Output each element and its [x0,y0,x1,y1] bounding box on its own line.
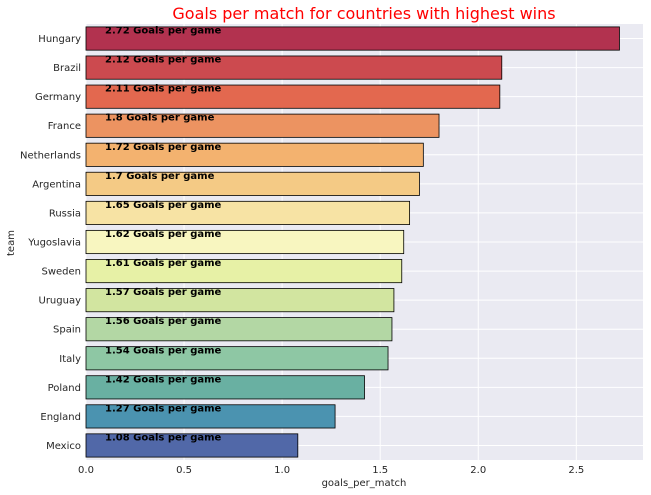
bar-data-label: 2.11 Goals per game [105,84,222,95]
y-tick-label: Germany [35,92,81,103]
bar-argentina [85,171,420,196]
bar-data-label: 1.8 Goals per game [105,113,215,124]
bar-uruguay [85,288,395,313]
bar-france [85,113,440,138]
bar-data-label: 1.61 Goals per game [105,258,222,269]
chart-title: Goals per match for countries with highe… [172,4,555,23]
data-labels: 2.72 Goals per game 2.12 Goals per game 2.… [105,26,222,444]
y-tick-label: Brazil [53,63,81,74]
x-tick-label: 0.5 [176,465,192,476]
bar-data-label: 1.62 Goals per game [105,229,222,240]
y-tick-label: Argentina [32,179,81,190]
bar-sweden [85,259,403,284]
y-tick-label: Hungary [38,34,81,45]
bar-netherlands [85,142,424,167]
bar-data-label: 2.72 Goals per game [105,26,222,37]
bar-data-label: 1.7 Goals per game [105,171,215,182]
y-tick-label: Spain [53,325,81,336]
x-tick-label: 2.0 [470,465,486,476]
bar-data-label: 1.65 Goals per game [105,200,222,211]
y-tick-label: Poland [48,383,81,394]
bars [85,26,620,458]
x-tick-label: 1.0 [274,465,290,476]
x-axis-title: goals_per_match [322,478,407,489]
bar-data-label: 1.56 Goals per game [105,316,222,327]
bar-data-label: 1.72 Goals per game [105,142,222,153]
bar-hungary [85,26,620,51]
bar-data-label: 2.12 Goals per game [105,55,222,66]
bar-germany [85,84,501,109]
bar-yugoslavia [85,229,405,255]
bar-italy [85,346,389,371]
bar-brazil [85,55,503,80]
x-tick-label: 1.5 [372,465,388,476]
bar-data-label: 1.57 Goals per game [105,287,222,298]
bar-mexico [85,433,299,458]
bar-england [85,404,336,429]
y-tick-label: Uruguay [39,296,82,307]
bar-data-label: 1.42 Goals per game [105,374,222,385]
x-tick-labels: 0.0 0.5 1.0 1.5 2.0 2.5 [78,465,584,476]
x-tick-label: 2.5 [568,465,584,476]
y-tick-label: Mexico [46,441,81,452]
x-tick-label: 0.0 [78,465,94,476]
bar-data-label: 1.54 Goals per game [105,345,222,356]
y-tick-label: Yugoslavia [27,238,81,249]
y-axis-title: team [6,230,17,256]
y-tick-label: Italy [59,354,81,365]
bar-data-label: 1.08 Goals per game [105,432,222,443]
y-tick-label: Netherlands [20,150,81,161]
y-tick-label: Russia [49,208,81,219]
bar-spain [85,317,393,342]
bar-russia [85,200,411,225]
y-tick-label: England [40,412,81,423]
y-tick-label: France [48,121,81,132]
y-tick-labels: Hungary Brazil Germany France Netherlands Arg… [20,34,81,452]
bar-data-label: 1.27 Goals per game [105,403,222,414]
bar-poland [85,375,365,400]
y-tick-label: Sweden [41,267,81,278]
